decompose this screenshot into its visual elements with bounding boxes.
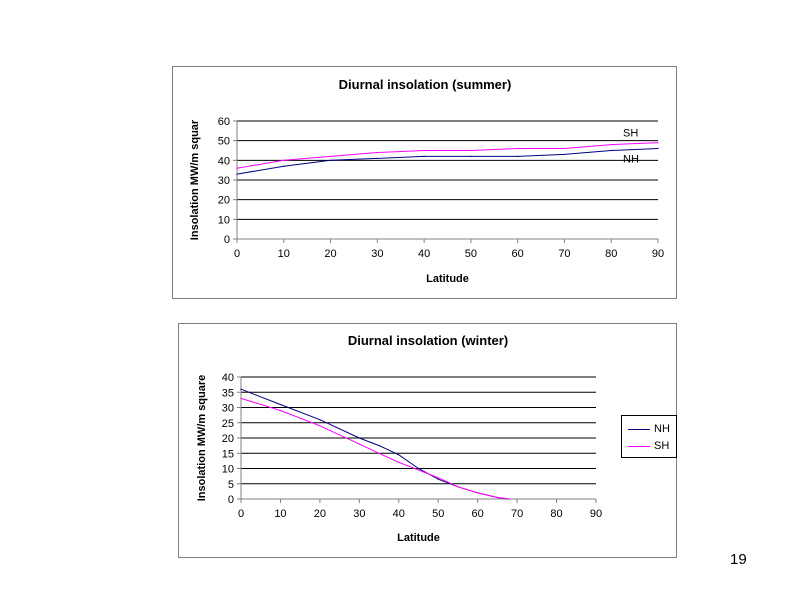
summer-x-axis-label: Latitude — [426, 273, 469, 285]
winter-x-tick-label: 80 — [550, 508, 562, 520]
winter-legend: NH SH — [621, 415, 677, 458]
summer-series-sh-label: SH — [623, 128, 638, 140]
winter-x-tick-label: 50 — [432, 508, 444, 520]
winter-x-tick-label: 70 — [511, 508, 523, 520]
winter-series-sh-point — [398, 461, 400, 463]
page-number: 19 — [730, 551, 747, 568]
summer-x-tick-label: 20 — [324, 248, 336, 260]
summer-chart-title: Diurnal insolation (summer) — [339, 77, 512, 92]
winter-series-nh-point — [358, 437, 360, 439]
summer-series-nh-point — [470, 155, 472, 157]
summer-series-nh-label: NH — [623, 154, 639, 166]
winter-y-tick-label: 5 — [228, 479, 234, 491]
summer-y-tick-label: 10 — [218, 214, 230, 226]
summer-x-tick-label: 90 — [652, 248, 664, 260]
winter-x-tick-label: 0 — [238, 508, 244, 520]
winter-chart-panel: Diurnal insolation (winter) 0 5 10 15 20 25 30 3… — [178, 323, 677, 558]
summer-y-tick-label: 20 — [218, 195, 230, 207]
legend-label-sh: SH — [654, 440, 670, 452]
winter-series-sh-point — [240, 397, 242, 399]
legend-swatch-nh — [628, 428, 650, 430]
summer-series-sh-point — [657, 142, 659, 144]
summer-series-sh-point — [376, 151, 378, 154]
summer-series-sh-point — [329, 155, 332, 157]
summer-series-nh-point — [236, 173, 238, 175]
winter-y-tick-label: 40 — [222, 372, 234, 384]
winter-x-tick-label: 20 — [314, 508, 326, 520]
summer-y-tick-label: 40 — [218, 155, 230, 167]
summer-series-sh-point — [470, 149, 472, 152]
winter-series-sh-point — [477, 492, 479, 494]
summer-x-tick-label: 50 — [465, 248, 477, 260]
winter-series-sh-point — [457, 486, 459, 488]
winter-series-sh-point — [496, 496, 498, 499]
summer-y-tick-label: 50 — [218, 136, 230, 148]
winter-y-tick-label: 35 — [222, 387, 234, 399]
winter-x-tick-label: 90 — [590, 508, 602, 520]
legend-item-nh: NH — [628, 422, 670, 436]
summer-y-tick-label: 30 — [218, 175, 230, 187]
summer-series-sh-point — [610, 144, 612, 146]
summer-chart-panel: Diurnal insolation (summer) 0 10 20 30 40 50 60… — [172, 66, 677, 299]
winter-y-tick-label: 10 — [222, 464, 234, 476]
winter-y-tick-label: 15 — [222, 448, 234, 460]
winter-series-sh-line — [240, 397, 510, 500]
summer-series-nh-point — [610, 149, 612, 152]
summer-series-nh-point — [657, 147, 659, 150]
summer-series-sh-point — [236, 167, 238, 169]
winter-x-tick-label: 30 — [353, 508, 365, 520]
winter-x-tick-label: 60 — [472, 508, 484, 520]
winter-series-nh-point — [398, 454, 400, 456]
summer-series-nh-point — [563, 153, 566, 156]
summer-series-sh-point — [423, 149, 425, 152]
winter-series-sh-point — [279, 409, 282, 412]
winter-series-nh-point — [417, 467, 420, 470]
summer-series-nh-point — [423, 155, 425, 157]
summer-x-tick-label: 40 — [418, 248, 430, 260]
summer-series-sh-point — [517, 147, 519, 150]
winter-x-tick-label: 10 — [274, 508, 286, 520]
winter-y-tick-label: 25 — [222, 418, 234, 430]
winter-series-nh-point — [437, 478, 439, 480]
summer-y-tick-label: 60 — [218, 116, 230, 128]
winter-series-nh-point — [279, 403, 282, 406]
summer-chart: Diurnal insolation (summer) 0 10 20 30 40 50 60… — [189, 77, 664, 285]
summer-x-tick-label: 70 — [558, 248, 570, 260]
summer-series-nh-point — [329, 159, 332, 161]
summer-x-tick-label: 0 — [234, 248, 240, 260]
legend-item-sh: SH — [628, 439, 669, 453]
winter-chart-title: Diurnal insolation (winter) — [348, 333, 508, 348]
legend-label-nh: NH — [654, 423, 670, 435]
winter-series-nh-point — [319, 419, 321, 421]
winter-series-sh-point — [437, 477, 439, 479]
summer-y-axis-label: Insolation MW/m squar — [189, 119, 201, 240]
winter-x-axis-label: Latitude — [397, 532, 440, 544]
summer-y-tick-label: 0 — [224, 234, 230, 246]
summer-x-tick-label: 80 — [605, 248, 617, 260]
summer-series-sh-line — [236, 142, 659, 169]
winter-series-sh-point — [508, 498, 510, 500]
summer-series-nh-line — [236, 148, 659, 175]
winter-series-nh-line — [240, 388, 510, 500]
legend-swatch-sh — [628, 445, 650, 447]
winter-series-nh-point — [240, 388, 242, 390]
summer-series-sh-point — [563, 147, 566, 150]
summer-series-nh-point — [376, 157, 378, 159]
summer-series-nh-point — [517, 155, 519, 157]
winter-y-tick-label: 30 — [222, 403, 234, 415]
winter-x-tick-label: 40 — [393, 508, 405, 520]
summer-series-sh-point — [283, 159, 285, 161]
winter-series-nh-point — [378, 445, 380, 447]
summer-x-tick-label: 10 — [278, 248, 290, 260]
summer-x-tick-label: 60 — [512, 248, 524, 260]
winter-y-axis-label: Insolation MW/m square — [196, 375, 208, 502]
winter-y-tick-label: 20 — [222, 433, 234, 445]
summer-series-nh-point — [283, 165, 285, 167]
winter-series-sh-point — [358, 443, 360, 445]
winter-y-tick-label: 0 — [228, 494, 234, 506]
summer-x-tick-label: 30 — [371, 248, 383, 260]
winter-chart: Diurnal insolation (winter) 0 5 10 15 20 25 30 3… — [196, 333, 602, 544]
winter-series-sh-point — [319, 425, 321, 427]
